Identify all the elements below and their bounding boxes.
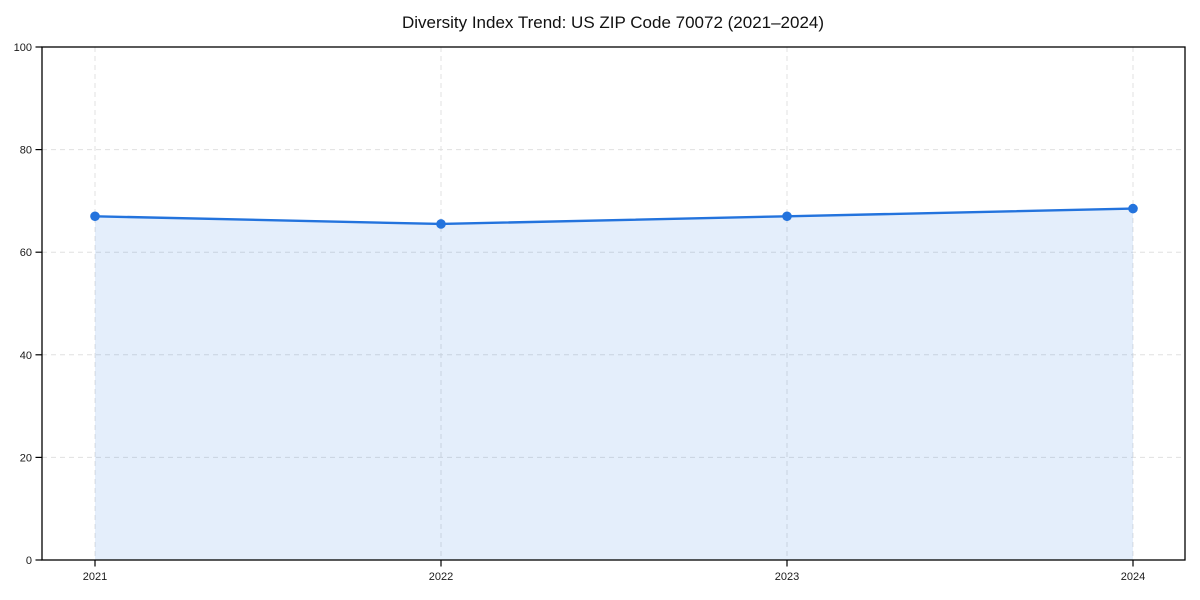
- y-tick-label: 100: [14, 42, 32, 54]
- tick-label-layer: 0 20 40 60 80 100 2021 2022 2023 2024: [14, 42, 1146, 583]
- area-fill: [95, 208, 1133, 560]
- plot-border: [41, 46, 1186, 561]
- data-point: [90, 211, 100, 222]
- y-tick-label: 80: [20, 145, 32, 157]
- x-tick-label: 2023: [775, 571, 799, 583]
- chart-title: Diversity Index Trend: US ZIP Code 70072…: [402, 13, 824, 32]
- area-fill-layer: [95, 208, 1133, 560]
- data-point-layer: [90, 203, 1138, 229]
- x-tick-label: 2021: [83, 571, 107, 583]
- y-tick-label: 40: [20, 350, 32, 362]
- y-tick-label: 0: [26, 555, 32, 567]
- y-tick-label: 20: [20, 452, 32, 464]
- data-point: [782, 211, 792, 222]
- x-tick-label: 2024: [1121, 571, 1145, 583]
- data-point: [436, 219, 446, 229]
- trend-line-layer: [93, 207, 1135, 226]
- trend-line: [93, 207, 1135, 226]
- x-tick-label: 2022: [429, 571, 453, 583]
- y-tick-label: 60: [20, 247, 32, 259]
- axes-layer: [35, 46, 1186, 567]
- data-point: [1128, 203, 1138, 214]
